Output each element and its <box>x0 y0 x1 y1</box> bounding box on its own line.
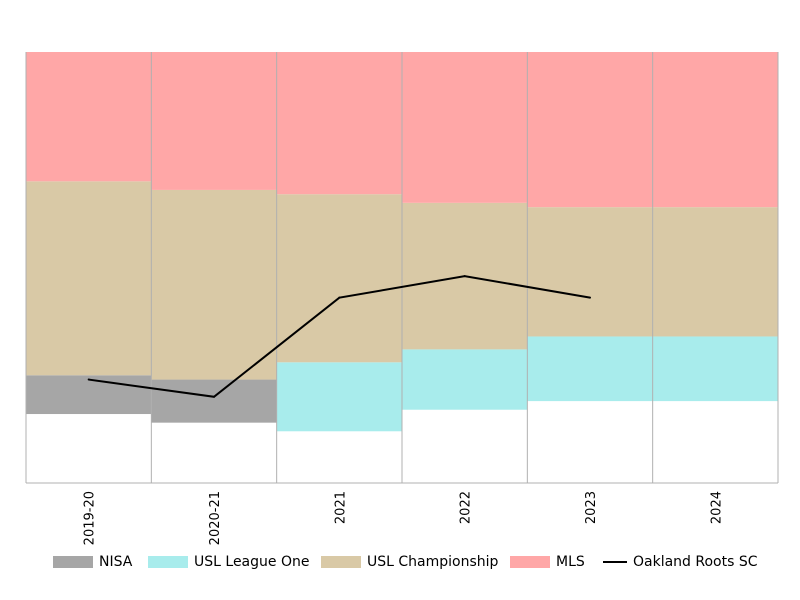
legend-line-oakland-roots-sc <box>603 561 627 563</box>
band-mls-2023 <box>527 52 653 208</box>
legend-swatch-mls <box>510 556 550 568</box>
band-mls-2022 <box>402 52 528 203</box>
series-point-oakland-roots-sc-2022 <box>463 275 466 278</box>
band-mls-2024 <box>652 52 778 208</box>
x-tick-label: 2020-21 <box>208 491 223 545</box>
x-tick-label: 2021 <box>333 491 348 524</box>
band-nisa-2020-21 <box>151 379 277 423</box>
legend: NISA USL League One USL Championship MLS… <box>0 550 800 574</box>
legend-swatch-nisa <box>53 556 93 568</box>
legend-item-oakland-roots-sc: Oakland Roots SC <box>603 550 758 574</box>
band-usl-championship-2023 <box>527 207 653 337</box>
band-usl-championship-2019-20 <box>26 181 152 376</box>
x-tick-label: 2023 <box>584 491 599 524</box>
band-usl-league-one-2024 <box>652 336 778 402</box>
series-point-oakland-roots-sc-2020-21 <box>213 395 215 398</box>
band-mls-2021 <box>276 52 402 195</box>
legend-label-usl-league-one: USL League One <box>194 554 310 570</box>
band-usl-championship-2020-21 <box>151 189 277 380</box>
legend-label-mls: MLS <box>556 554 585 570</box>
band-usl-championship-2024 <box>652 207 778 337</box>
legend-swatch-usl-league-one <box>148 556 188 568</box>
legend-label-usl-championship: USL Championship <box>367 554 499 570</box>
x-tick-labels: 2019-20 2020-21 2021 2022 2023 2024 <box>83 491 725 545</box>
legend-label-nisa: NISA <box>99 554 133 570</box>
legend-item-nisa: NISA <box>53 550 132 574</box>
x-tick-label: 2022 <box>459 491 474 524</box>
legend-label-oakland-roots-sc: Oakland Roots SC <box>633 554 758 570</box>
band-nisa-2019-20 <box>26 375 152 415</box>
series-point-oakland-roots-sc-2023 <box>589 296 591 299</box>
legend-item-usl-league-one: USL League One <box>148 550 309 574</box>
x-tick-label: 2019-20 <box>83 491 98 545</box>
stacked-bands <box>26 52 778 432</box>
band-usl-league-one-2021 <box>276 362 402 432</box>
band-usl-league-one-2023 <box>527 336 653 402</box>
gridlines <box>25 52 779 484</box>
legend-swatch-usl-championship <box>321 556 361 568</box>
series-point-oakland-roots-sc-2021 <box>338 296 341 299</box>
x-tick-label: 2024 <box>709 491 724 524</box>
band-mls-2020-21 <box>151 52 277 190</box>
band-usl-championship-2021 <box>276 194 402 363</box>
legend-item-usl-championship: USL Championship <box>321 550 498 574</box>
band-usl-league-one-2022 <box>402 349 528 410</box>
series-point-oakland-roots-sc-2019-20 <box>87 378 90 381</box>
legend-item-mls: MLS <box>510 550 585 574</box>
band-mls-2019-20 <box>26 52 152 182</box>
series-lines <box>87 275 591 398</box>
